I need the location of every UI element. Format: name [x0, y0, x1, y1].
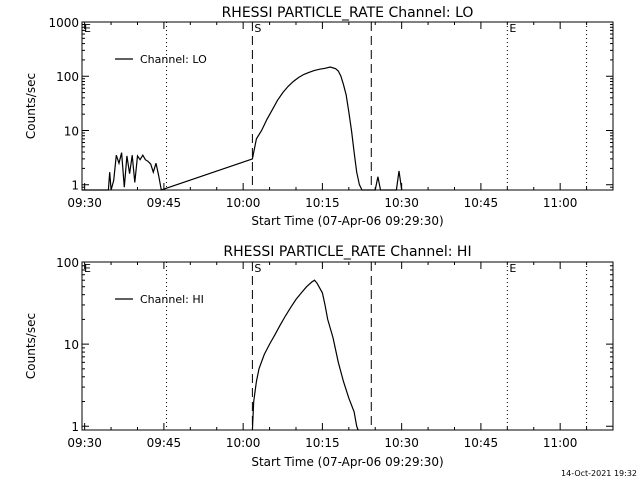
- y-tick-label: 1000: [48, 16, 79, 30]
- x-tick-label: 10:30: [384, 196, 419, 210]
- time-marker-label: S: [254, 22, 261, 35]
- time-marker-label: E: [84, 262, 91, 275]
- legend-label: Channel: LO: [140, 53, 207, 66]
- x-axis-label: Start Time (07-Apr-06 09:29:30): [251, 214, 443, 228]
- y-tick-label: 10: [64, 124, 79, 138]
- x-tick-label: 09:45: [147, 196, 182, 210]
- y-axis-label: Counts/sec: [24, 73, 38, 139]
- x-axis-label: Start Time (07-Apr-06 09:29:30): [251, 455, 443, 469]
- x-tick-label: 09:30: [67, 436, 102, 450]
- chart-title: RHESSI PARTICLE_RATE Channel: LO: [222, 5, 474, 21]
- time-marker-label: E: [509, 262, 516, 275]
- series-line: [251, 279, 359, 431]
- x-tick-label: 10:15: [305, 196, 340, 210]
- time-marker-label: E: [84, 22, 91, 35]
- y-tick-label: 100: [56, 256, 79, 270]
- plot-frame: [81, 261, 614, 431]
- x-tick-label: 09:45: [147, 436, 182, 450]
- x-tick-label: 11:00: [543, 436, 578, 450]
- x-tick-label: 10:45: [464, 196, 499, 210]
- legend-label: Channel: HI: [140, 293, 204, 306]
- x-tick-label: 10:00: [226, 196, 261, 210]
- y-tick-label: 1: [71, 179, 79, 193]
- x-tick-label: 10:30: [384, 436, 419, 450]
- plot-frame: [81, 21, 614, 191]
- x-tick-label: 10:15: [305, 436, 340, 450]
- lo-channel-panel: RHESSI PARTICLE_RATE Channel: LO Counts/s…: [24, 5, 614, 228]
- x-tick-label: 10:45: [464, 436, 499, 450]
- series-line: [82, 66, 403, 191]
- time-marker-label: S: [254, 262, 261, 275]
- time-marker-label: E: [509, 22, 516, 35]
- y-tick-label: 1: [71, 420, 79, 434]
- x-tick-label: 11:00: [543, 196, 578, 210]
- hi-channel-panel: RHESSI PARTICLE_RATE Channel: HI Counts/s…: [24, 244, 614, 469]
- y-tick-label: 100: [56, 70, 79, 84]
- y-axis-label: Counts/sec: [24, 313, 38, 379]
- x-tick-label: 09:30: [67, 196, 102, 210]
- x-tick-label: 10:00: [226, 436, 261, 450]
- footer-timestamp: 14-Oct-2021 19:32: [561, 469, 637, 478]
- chart-title: RHESSI PARTICLE_RATE Channel: HI: [223, 244, 471, 260]
- y-tick-label: 10: [64, 338, 79, 352]
